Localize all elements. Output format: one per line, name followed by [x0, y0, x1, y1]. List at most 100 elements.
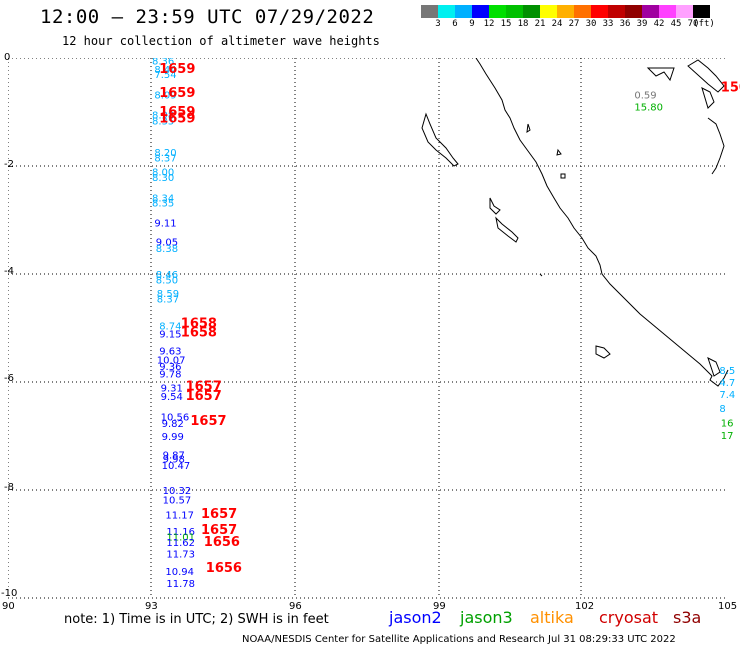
legend-swatch — [421, 5, 438, 18]
swh-value-label: 10.56 — [161, 413, 190, 424]
swh-value-label: 11.17 — [165, 510, 194, 521]
time-label: 1657 — [186, 389, 222, 404]
swh-value-label: 9.36 — [159, 362, 181, 373]
legend-swatch — [455, 5, 472, 18]
swh-value-label: 8.35 — [152, 199, 174, 210]
swh-value-label: 10.32 — [163, 486, 192, 497]
legend-swatch — [540, 5, 557, 18]
swh-value-label: 8.50 — [156, 275, 178, 286]
swh-value-label: 8.37 — [154, 153, 176, 164]
legend-label: 24 — [551, 19, 563, 29]
swh-value-label: 8.34 — [152, 193, 174, 204]
y-tick: -8 — [4, 482, 14, 493]
legend-swatch — [625, 5, 642, 18]
swh-value-label: 9.11 — [154, 219, 176, 230]
legend-swatch — [574, 5, 591, 18]
swh-value-label: 4.7 — [719, 378, 735, 389]
swh-value-label: 10.07 — [157, 355, 186, 366]
map-title: 12:00 – 23:59 UTC 07/29/2022 — [40, 6, 375, 28]
swh-value-label: 10.47 — [162, 461, 191, 472]
y-tick: -2 — [4, 159, 14, 170]
time-labels: 1659165916591659165816581657165716571657… — [159, 62, 740, 576]
swh-value-label: 10.94 — [165, 567, 194, 578]
legend-label: 39 — [636, 19, 648, 29]
x-tick: 96 — [289, 601, 302, 612]
swh-value-label: 9.63 — [159, 347, 181, 358]
swh-value-label: 11.62 — [166, 538, 195, 549]
legend-swatch — [608, 5, 625, 18]
swh-value-label: 8.00 — [152, 167, 174, 178]
legend-swatch — [659, 5, 676, 18]
legend-labels: 3 6 9 12 15 18 21 24 27 30 33 36 39 42 45 70 (ft) — [421, 18, 715, 30]
legend-label: 18 — [517, 19, 529, 29]
x-tick: 93 — [145, 601, 158, 612]
x-tick: 105 — [718, 601, 738, 612]
swh-value-label: 8.20 — [154, 148, 176, 159]
swh-value-label: 8.46 — [156, 270, 178, 281]
swh-value-label: 9.98 — [163, 455, 185, 466]
swh-value-label: 8.35 — [152, 117, 174, 128]
swh-value-label: 8.36 — [152, 58, 174, 68]
satellite-s3a: s3a — [673, 608, 702, 627]
swh-value-label: 9.82 — [162, 419, 184, 430]
time-label: 1659 — [159, 105, 195, 120]
swh-value-label: 9.05 — [156, 238, 178, 249]
swh-value-label: 8.98 — [152, 111, 174, 122]
legend-label: 15 — [500, 19, 512, 29]
time-label: 1656 — [206, 561, 242, 576]
time-label: 1658 — [181, 325, 217, 340]
time-label: 1657 — [186, 379, 222, 394]
time-label: 1659 — [159, 112, 195, 127]
credit-line: NOAA/NESDIS Center for Satellite Applica… — [242, 634, 676, 645]
legend-label: 33 — [602, 19, 614, 29]
legend-swatch — [472, 5, 489, 18]
swh-value-label: 8.59 — [157, 289, 179, 300]
time-label: 1658 — [181, 317, 217, 332]
swh-value-label: 9.99 — [162, 432, 184, 443]
swh-value-label: 8 — [719, 404, 725, 415]
swh-value-label: 0.59 — [634, 91, 656, 102]
swh-value-label: 8.74 — [159, 321, 181, 332]
swh-value-label: 9.54 — [161, 392, 183, 403]
y-tick: 0 — [4, 52, 11, 63]
legend-swatch — [591, 5, 608, 18]
time-label: 1657 — [201, 523, 237, 538]
legend-label: 3 — [435, 19, 441, 29]
swh-value-label: 8.44 — [154, 65, 176, 76]
time-label: 1506 — [721, 81, 740, 96]
legend-label: 12 — [483, 19, 495, 29]
legend-label: 45 — [670, 19, 682, 29]
swh-value-label: 16 — [721, 419, 734, 430]
time-label: 1657 — [201, 507, 237, 522]
swh-value-label: 8.09 — [154, 91, 176, 102]
legend-swatches — [421, 5, 710, 18]
legend-swatch — [523, 5, 540, 18]
swh-value-label: 8.5 — [719, 366, 735, 377]
swh-value-label: 11.01 — [166, 532, 195, 543]
swh-value-label: 11.73 — [166, 550, 195, 561]
legend-label: 27 — [568, 19, 580, 29]
legend-swatch — [642, 5, 659, 18]
legend-swatch — [489, 5, 506, 18]
swh-value-label: 8.30 — [152, 173, 174, 184]
sumatra-coastline — [421, 58, 729, 387]
swh-value-label: 9.87 — [163, 450, 185, 461]
y-tick: -10 — [1, 588, 18, 599]
y-tick: -4 — [4, 266, 14, 277]
swh-value-label: 8.37 — [157, 294, 179, 305]
legend-label: 21 — [534, 19, 546, 29]
legend-label: 70 — [687, 19, 699, 29]
swh-value-label: 10.57 — [163, 496, 192, 507]
swh-value-label: 9.15 — [159, 329, 181, 340]
color-legend: 3 6 9 12 15 18 21 24 27 30 33 36 39 42 45 70 (ft) — [421, 5, 715, 30]
time-label: 1659 — [159, 62, 195, 77]
time-label: 1659 — [159, 86, 195, 101]
swh-value-label: 11.16 — [166, 527, 195, 538]
swh-value-label: 11.78 — [166, 579, 195, 590]
legend-label: 30 — [585, 19, 597, 29]
swh-value-label: 17 — [721, 431, 734, 442]
map-subtitle: 12 hour collection of altimeter wave hei… — [62, 34, 380, 48]
legend-swatch — [506, 5, 523, 18]
swh-value-label: 9.78 — [159, 369, 181, 380]
x-tick: 99 — [433, 601, 446, 612]
